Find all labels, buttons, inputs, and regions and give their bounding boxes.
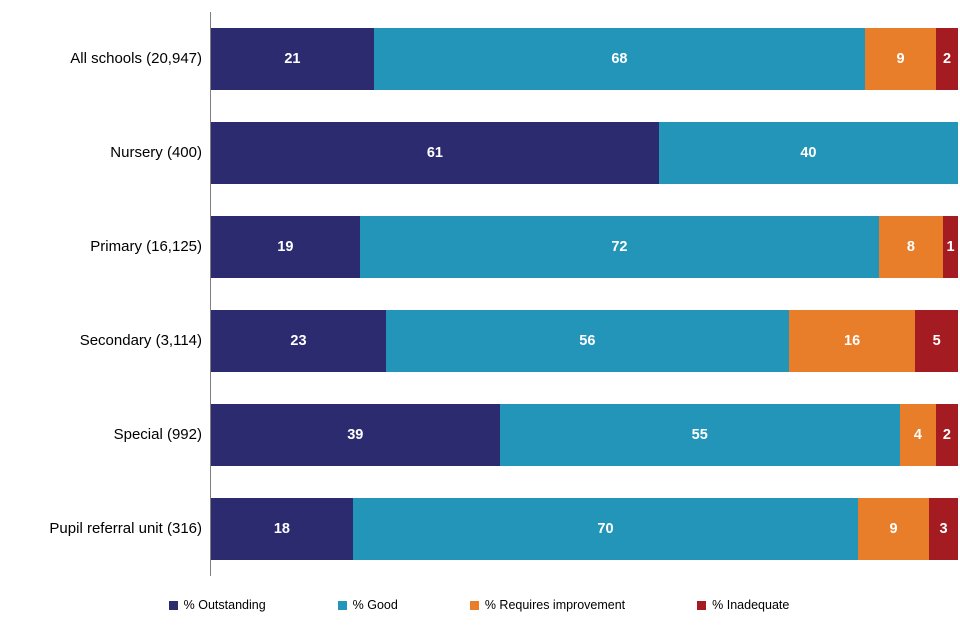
bar-track: 21 68 9 2 (211, 28, 958, 90)
bar-value-label: 2 (942, 51, 952, 67)
legend-label: % Outstanding (183, 598, 266, 612)
bar-value-label: 9 (889, 521, 898, 537)
bar-segment: 3 (928, 498, 958, 560)
bar-value-label: 16 (844, 333, 861, 349)
category-label: Primary (16,125) (90, 238, 202, 256)
bar-segment: 56 (385, 310, 789, 372)
bar-row: Primary (16,125) 19 72 8 1 (0, 200, 959, 294)
bar-value-label: 21 (284, 51, 301, 67)
bar-segment: 21 (211, 28, 374, 90)
category-label: Nursery (400) (110, 144, 202, 162)
legend: % Outstanding % Good % Requires improvemen… (0, 598, 958, 612)
legend-swatch-icon (469, 600, 479, 610)
bar-segment: 70 (352, 498, 859, 560)
legend-swatch-icon (337, 600, 347, 610)
bar-value-label: 19 (277, 239, 294, 255)
bar-segment: 72 (359, 216, 879, 278)
bar-segment: 9 (858, 498, 929, 560)
bar-segment: 4 (899, 404, 936, 466)
legend-item: % Good (337, 598, 398, 612)
bar-value-label: 5 (932, 333, 941, 349)
bar-value-label: 4 (913, 427, 922, 443)
bar-value-label: 70 (597, 521, 614, 537)
bar-track: 19 72 8 1 (211, 216, 959, 278)
legend-swatch-icon (168, 600, 178, 610)
legend-item: % Inadequate (697, 598, 789, 612)
bar-track: 39 55 4 2 (211, 404, 958, 466)
bar-row: Pupil referral unit (316) 18 70 9 3 (0, 482, 958, 576)
bar-track: 61 40 (211, 122, 958, 184)
bar-row: Special (992) 39 55 4 2 (0, 388, 958, 482)
bar-segment: 68 (373, 28, 865, 90)
category-label: Secondary (3,114) (79, 332, 202, 350)
bar-segment: 55 (499, 404, 900, 466)
legend-swatch-icon (697, 600, 707, 610)
bar-value-label: 39 (347, 427, 364, 443)
bar-value-label: 68 (611, 51, 628, 67)
bar-value-label: 9 (896, 51, 905, 67)
category-label: All schools (20,947) (70, 50, 202, 68)
legend-item: % Requires improvement (469, 598, 626, 612)
bar-value-label: 2 (942, 427, 951, 443)
legend-label: % Requires improvement (484, 598, 626, 612)
bar-segment: 23 (211, 310, 386, 372)
bar-value-label: 1 (946, 239, 955, 255)
bar-value-label: 56 (579, 333, 596, 349)
bar-row: Nursery (400) 61 40 (0, 106, 958, 200)
legend-label: % Good (352, 598, 398, 612)
bar-value-label: 3 (939, 521, 948, 537)
bar-value-label: 61 (426, 145, 443, 161)
bar-segment: 19 (211, 216, 360, 278)
bar-row: All schools (20,947) 21 68 9 2 (0, 12, 958, 106)
plot-area: All schools (20,947) 21 68 9 2 Nursery (400) 6… (0, 12, 959, 576)
bar-value-label: 23 (290, 333, 307, 349)
bar-value-label: 18 (273, 521, 290, 537)
bar-segment: 5 (915, 310, 959, 372)
bar-value-label: 55 (691, 427, 708, 443)
bar-segment: 1 (942, 216, 959, 278)
bar-value-label: 8 (906, 239, 915, 255)
legend-item: % Outstanding (168, 598, 266, 612)
bar-segment: 40 (658, 122, 958, 184)
bar-segment: 9 (865, 28, 936, 90)
bar-segment: 2 (935, 28, 958, 90)
bar-value-label: 72 (611, 239, 628, 255)
bar-track: 18 70 9 3 (211, 498, 958, 560)
legend-label: % Inadequate (712, 598, 790, 612)
bar-segment: 18 (211, 498, 353, 560)
bar-row: Secondary (3,114) 23 56 16 5 (0, 294, 959, 388)
bar-segment: 2 (935, 404, 958, 466)
bar-segment: 61 (211, 122, 659, 184)
category-label: Pupil referral unit (316) (49, 520, 202, 538)
bar-segment: 39 (211, 404, 500, 466)
bar-segment: 16 (788, 310, 916, 372)
bar-track: 23 56 16 5 (211, 310, 959, 372)
category-label: Special (992) (113, 426, 202, 444)
bar-segment: 8 (878, 216, 943, 278)
bar-value-label: 40 (800, 145, 817, 161)
